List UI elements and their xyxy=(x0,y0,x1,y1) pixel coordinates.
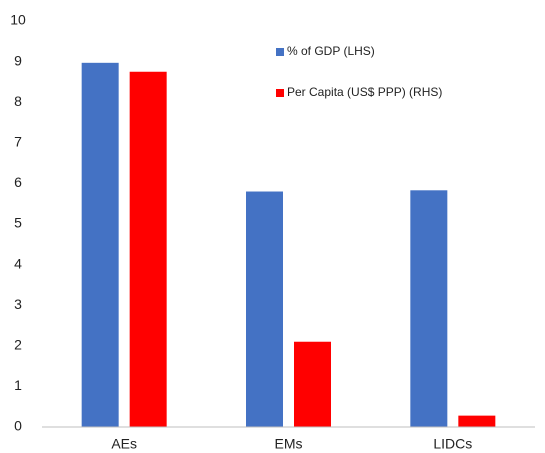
x-tick-label: LIDCs xyxy=(433,436,472,452)
y-tick-label: 0 xyxy=(14,418,22,434)
legend-swatch xyxy=(276,48,284,56)
y-tick-label: 3 xyxy=(14,296,22,312)
y-tick-label: 9 xyxy=(14,52,22,68)
y-tick-label: 4 xyxy=(14,255,22,271)
bar xyxy=(246,191,283,427)
bar xyxy=(129,71,167,427)
x-tick-label: AEs xyxy=(111,436,137,452)
legend-label: % of GDP (LHS) xyxy=(287,44,375,58)
legend-label: Per Capita (US$ PPP) (RHS) xyxy=(287,85,442,99)
y-tick-label: 1 xyxy=(14,377,22,393)
y-tick-label: 5 xyxy=(14,215,22,231)
y-tick-label: 7 xyxy=(14,134,22,150)
bar xyxy=(410,190,448,427)
bar xyxy=(294,341,331,427)
y-tick-label: 6 xyxy=(14,174,22,190)
legend-swatch xyxy=(276,89,284,97)
y-tick-label: 2 xyxy=(14,337,22,353)
x-tick-label: EMs xyxy=(275,436,303,452)
y-tick-label: 8 xyxy=(14,93,22,109)
y-tick-label: 10 xyxy=(10,12,26,28)
bar xyxy=(458,415,496,427)
bar xyxy=(81,62,119,428)
